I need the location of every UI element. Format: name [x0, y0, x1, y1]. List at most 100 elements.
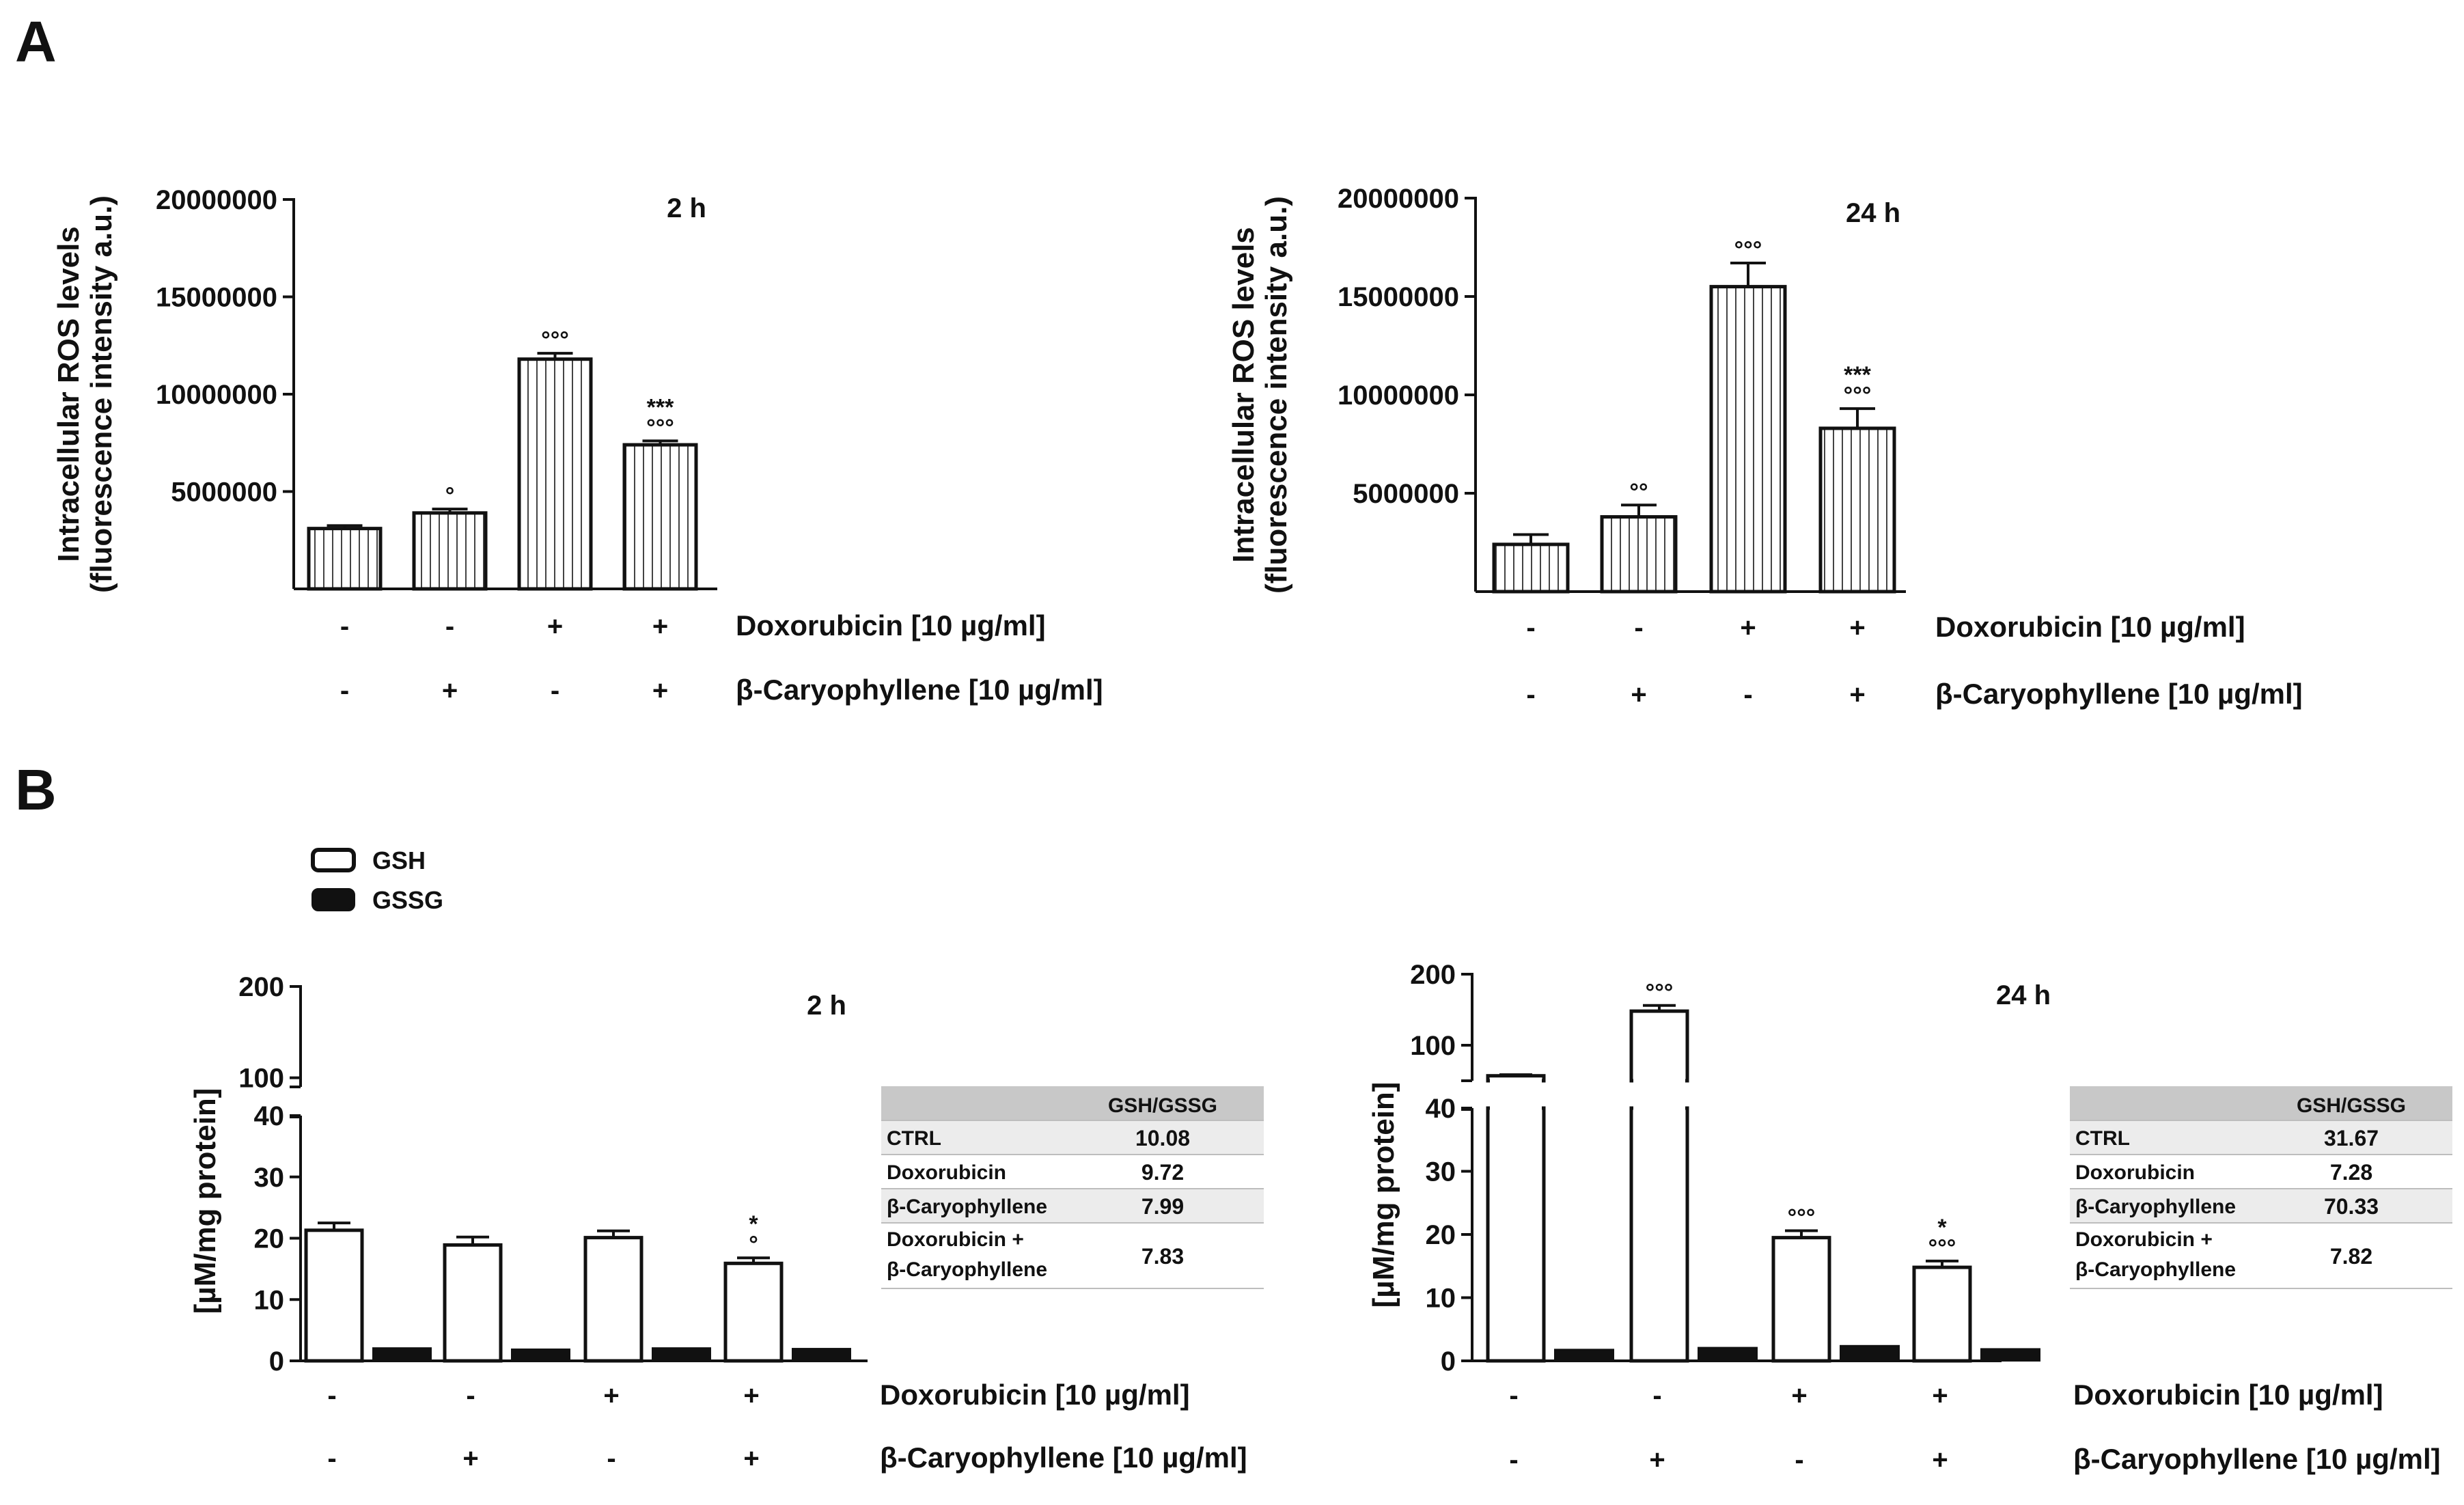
table-row-bg — [2070, 1155, 2452, 1189]
y-axis-label: (fluorescence intensity a.u.) — [1260, 196, 1293, 594]
y-axis-label: Intracellular ROS levels — [1227, 227, 1260, 563]
table-row-value: 7.28 — [2330, 1160, 2372, 1185]
legend-swatch-gsh — [311, 848, 356, 872]
gsh-bar — [1629, 1009, 1689, 1083]
legend-label-gssg: GSSG — [372, 886, 443, 914]
treatment-sign: + — [442, 676, 458, 706]
gssg-bar — [792, 1348, 851, 1362]
y-tick-label: 20000000 — [156, 185, 277, 215]
bar-break-gap — [1633, 1078, 1685, 1112]
treatment-sign: - — [340, 676, 349, 706]
table-row-label: Doxorubicin — [887, 1161, 1006, 1184]
ratio-table: GSH/GSSG CTRL 31.67 Doxorubicin 7.28 β-Caryop… — [2070, 1086, 2452, 1289]
y-tick-label: 15000000 — [1338, 282, 1459, 312]
table-row-label: β-Caryophyllene — [887, 1196, 1047, 1218]
table-header-bg — [2070, 1086, 2452, 1120]
treatment-sign: - — [1634, 613, 1643, 643]
treatment-sign: - — [1509, 1381, 1518, 1411]
treatment-sign: + — [547, 611, 563, 641]
treatment-label: β-Caryophyllene [10 µg/ml] — [2073, 1443, 2441, 1475]
treatment-label: Doxorubicin [10 µg/ml] — [736, 609, 1046, 641]
panel-label-a: A — [15, 10, 57, 74]
treatment-sign: + — [743, 1444, 759, 1474]
bar — [1709, 285, 1787, 594]
y-tick-label: 200 — [1410, 960, 1456, 990]
y-tick-label: 100 — [1410, 1031, 1456, 1061]
table-row-bg — [881, 1155, 1264, 1189]
treatment-sign: + — [1849, 613, 1865, 643]
table-row-label: β-Caryophyllene — [887, 1258, 1047, 1281]
ratio-table: GSH/GSSG CTRL 10.08 Doxorubicin 9.72 β-Caryop… — [881, 1086, 1264, 1289]
significance-marker: ° — [749, 1232, 758, 1258]
y-tick-label: 100 — [238, 1064, 284, 1094]
bar — [412, 511, 488, 591]
y-tick-label: 0 — [269, 1347, 284, 1377]
table-row-label: β-Caryophyllene — [2075, 1258, 2236, 1281]
significance-marker: °°° — [646, 415, 674, 441]
y-tick-label: 20000000 — [1338, 184, 1459, 214]
gssg-bar — [1840, 1344, 1900, 1362]
y-axis-label: [µM/mg protein] — [1367, 1082, 1400, 1308]
table-header: GSH/GSSG — [1108, 1094, 1217, 1117]
legend-label-gsh: GSH — [372, 846, 426, 874]
gsh-bar — [1912, 1265, 1972, 1363]
gsh-bar — [1629, 1106, 1689, 1363]
table-row-label: Doxorubicin + — [2075, 1228, 2213, 1251]
table-row-label: Doxorubicin — [2075, 1161, 2195, 1184]
significance-marker: °° — [1629, 479, 1648, 505]
treatment-label: β-Caryophyllene [10 µg/ml] — [1935, 678, 2303, 710]
significance-marker: °°° — [1928, 1235, 1956, 1261]
gssg-bar — [372, 1347, 432, 1362]
bar — [1818, 426, 1896, 594]
y-tick-label: 200 — [238, 972, 284, 1002]
gssg-bar — [511, 1348, 570, 1362]
treatment-sign: - — [327, 1444, 336, 1474]
treatment-sign: + — [603, 1381, 619, 1411]
significance-marker: °°° — [1844, 383, 1872, 409]
treatment-sign: - — [340, 611, 349, 641]
treatment-sign: + — [652, 611, 668, 641]
significance-marker: * — [1937, 1215, 1947, 1241]
significance-marker: *** — [1844, 362, 1871, 388]
treatment-sign: + — [1649, 1445, 1665, 1475]
bar — [622, 443, 698, 591]
significance-marker: * — [749, 1211, 758, 1237]
glutathione-chart-24h: 0 10 20 30 40 100 200 [µM/mg protein] 24 h °°° °°°… — [1367, 960, 2452, 1475]
treatment-sign: + — [1740, 613, 1756, 643]
time-point-label: 2 h — [807, 991, 846, 1021]
treatment-sign: + — [1791, 1381, 1807, 1411]
treatment-sign: + — [1631, 680, 1646, 710]
y-axis-label: [µM/mg protein] — [189, 1088, 222, 1314]
gssg-bar — [652, 1347, 711, 1362]
table-row-bg — [881, 1120, 1264, 1155]
significance-marker: ° — [445, 483, 455, 509]
significance-marker: °°° — [541, 327, 569, 353]
y-tick-label: 10 — [254, 1285, 285, 1315]
y-tick-label: 10 — [1426, 1284, 1456, 1314]
y-tick-label: 40 — [254, 1101, 285, 1131]
bar — [1600, 515, 1678, 594]
legend-swatch-gssg — [312, 888, 355, 911]
table-row-label: CTRL — [2075, 1127, 2130, 1150]
table-row-value: 70.33 — [2324, 1194, 2379, 1219]
table-row-value: 31.67 — [2324, 1126, 2379, 1150]
treatment-label: Doxorubicin [10 µg/ml] — [880, 1379, 1190, 1411]
time-point-label: 24 h — [1996, 980, 2051, 1010]
table-header: GSH/GSSG — [2297, 1094, 2406, 1117]
treatment-label: β-Caryophyllene [10 µg/ml] — [880, 1441, 1247, 1474]
y-tick-label: 20 — [1426, 1220, 1456, 1250]
glutathione-chart-2h: 0 10 20 30 40 100 200 [µM/mg protein] 2 h °* - - + + D… — [189, 846, 1264, 1474]
y-tick-label: 15000000 — [156, 283, 277, 313]
significance-marker: °°° — [1646, 980, 1674, 1006]
treatment-sign: - — [551, 676, 559, 706]
bar-break-gap — [1490, 1078, 1542, 1112]
time-point-label: 2 h — [667, 193, 706, 223]
table-row-value: 7.99 — [1141, 1194, 1184, 1219]
treatment-label: Doxorubicin [10 µg/ml] — [1935, 611, 2245, 643]
table-row-bg — [2070, 1120, 2452, 1155]
treatment-sign: - — [445, 611, 454, 641]
gssg-bar — [1554, 1349, 1614, 1362]
gssg-bar — [1980, 1348, 2040, 1362]
significance-marker: *** — [647, 394, 674, 420]
